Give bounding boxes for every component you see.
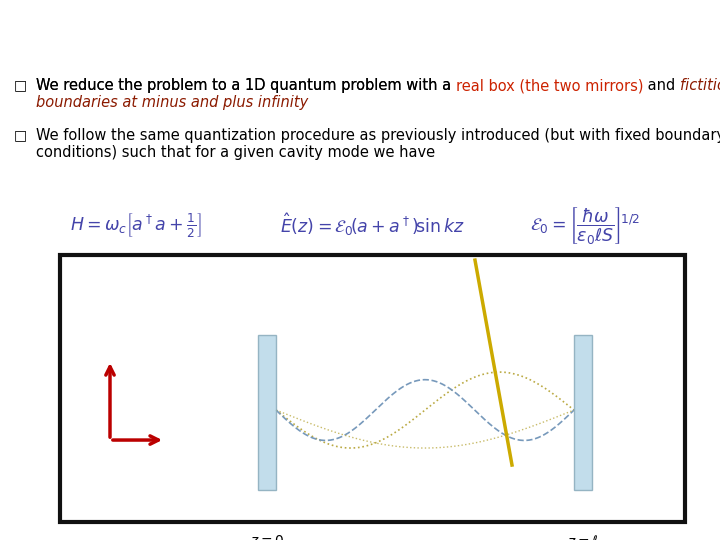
- Text: boundaries at minus and plus infinity: boundaries at minus and plus infinity: [36, 95, 308, 110]
- Text: $\mathcal{E}_0 = \left[\dfrac{\hbar\omega}{\varepsilon_0 \ell S}\right]^{\!1/2}$: $\mathcal{E}_0 = \left[\dfrac{\hbar\omeg…: [530, 205, 640, 246]
- Text: $z = 0$: $z = 0$: [250, 534, 284, 540]
- Text: $\hat{E}(z) = \mathcal{E}_0\!\left(a + a^\dagger\right)\!\sin kz$: $\hat{E}(z) = \mathcal{E}_0\!\left(a + a…: [280, 212, 465, 239]
- Text: and: and: [643, 78, 680, 93]
- Text: We follow the same quantization procedure as previously introduced (but with fix: We follow the same quantization procedur…: [36, 128, 720, 143]
- Text: conditions) such that for a given cavity mode we have: conditions) such that for a given cavity…: [36, 145, 435, 160]
- Bar: [60, 255, 685, 522]
- Text: Cavity quasimodes: Cavity quasimodes: [9, 16, 247, 39]
- Text: $H = \omega_c \left[a^\dagger a + \frac{1}{2}\right]$: $H = \omega_c \left[a^\dagger a + \frac{…: [70, 211, 202, 239]
- Text: real box (the two mirrors): real box (the two mirrors): [456, 78, 643, 93]
- Text: $z = \ell$: $z = \ell$: [567, 534, 598, 540]
- Bar: [574, 335, 592, 490]
- Text: □: □: [14, 78, 27, 92]
- Text: We reduce the problem to a 1D quantum problem with a: We reduce the problem to a 1D quantum pr…: [36, 78, 456, 93]
- Bar: [258, 335, 276, 490]
- Text: fictitious: fictitious: [680, 78, 720, 93]
- Text: We reduce the problem to a 1D quantum problem with a: We reduce the problem to a 1D quantum pr…: [36, 78, 456, 93]
- Text: □: □: [14, 128, 27, 142]
